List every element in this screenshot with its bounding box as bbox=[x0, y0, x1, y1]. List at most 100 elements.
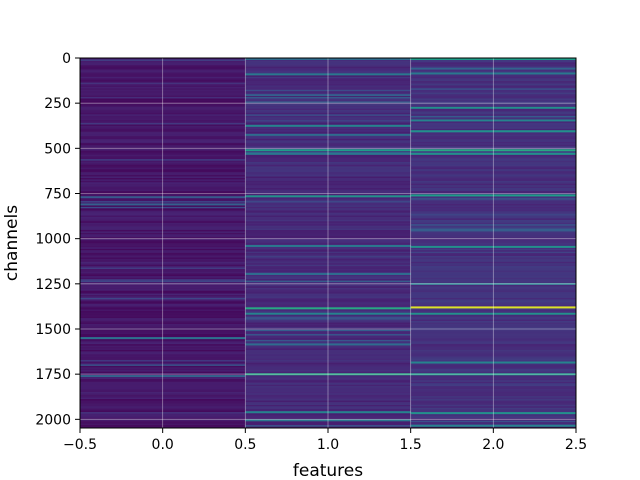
heatmap-cell bbox=[245, 302, 411, 305]
heatmap-cell bbox=[80, 310, 246, 313]
heatmap-cell bbox=[410, 396, 576, 398]
heatmap-cell bbox=[245, 227, 411, 229]
heatmap-cell bbox=[245, 384, 411, 387]
heatmap-cell bbox=[80, 189, 246, 192]
heatmap-cell bbox=[245, 97, 411, 99]
heatmap-cell bbox=[80, 232, 246, 235]
heatmap-cell bbox=[80, 267, 246, 270]
heatmap-cell bbox=[410, 383, 576, 385]
heatmap-cell bbox=[410, 253, 576, 255]
heatmap-cell bbox=[410, 190, 576, 193]
heatmap-cell bbox=[80, 225, 246, 228]
heatmap-highlight-row bbox=[245, 195, 411, 198]
heatmap-cell bbox=[80, 193, 246, 196]
heatmap-cell bbox=[410, 247, 576, 250]
heatmap-cell bbox=[245, 338, 411, 341]
heatmap-cell bbox=[80, 175, 246, 177]
heatmap-cell bbox=[245, 131, 411, 134]
heatmap-cell bbox=[410, 371, 576, 374]
heatmap-cell bbox=[245, 386, 411, 388]
heatmap-cell bbox=[245, 367, 411, 370]
heatmap-cell bbox=[80, 97, 246, 99]
heatmap-highlight-row bbox=[410, 312, 576, 315]
heatmap-cell bbox=[80, 384, 246, 387]
heatmap-cell bbox=[410, 196, 576, 199]
heatmap-cell bbox=[410, 319, 576, 322]
heatmap-cell bbox=[80, 362, 246, 365]
heatmap-cell bbox=[410, 321, 576, 323]
heatmap-cell bbox=[80, 209, 246, 212]
heatmap-cell bbox=[410, 63, 576, 66]
heatmap-cell bbox=[410, 397, 576, 400]
heatmap-cell bbox=[80, 306, 246, 309]
heatmap-cell bbox=[80, 250, 246, 252]
heatmap-cell bbox=[410, 88, 576, 91]
heatmap-cell bbox=[245, 141, 411, 144]
heatmap-cell bbox=[80, 403, 246, 406]
heatmap-cell bbox=[410, 354, 576, 357]
heatmap-cell bbox=[410, 240, 576, 242]
heatmap-cell bbox=[245, 323, 411, 326]
heatmap-cell bbox=[410, 305, 576, 307]
heatmap-cell bbox=[80, 150, 246, 153]
heatmap-cell bbox=[410, 172, 576, 174]
heatmap-cell bbox=[80, 321, 246, 323]
heatmap-cell bbox=[245, 78, 411, 80]
heatmap-cell bbox=[410, 241, 576, 244]
heatmap-cell bbox=[410, 140, 576, 143]
heatmap-cell bbox=[245, 290, 411, 293]
heatmap-cell bbox=[245, 322, 411, 325]
heatmap-cell bbox=[410, 380, 576, 383]
heatmap-cell bbox=[80, 111, 246, 114]
heatmap-cell bbox=[410, 368, 576, 371]
heatmap-cell bbox=[410, 297, 576, 300]
heatmap-cell bbox=[245, 347, 411, 349]
heatmap-cell bbox=[80, 114, 246, 117]
y-tick-label: 0 bbox=[62, 51, 71, 67]
heatmap-cell bbox=[410, 367, 576, 370]
heatmap-cell bbox=[410, 157, 576, 160]
heatmap-cell bbox=[80, 289, 246, 291]
heatmap-cell bbox=[410, 400, 576, 403]
heatmap-cell bbox=[80, 118, 246, 121]
heatmap-cell bbox=[80, 352, 246, 355]
heatmap-cell bbox=[80, 151, 246, 154]
heatmap-cell bbox=[410, 284, 576, 287]
heatmap-cell bbox=[80, 412, 246, 414]
heatmap-cell bbox=[245, 68, 411, 70]
heatmap-cell bbox=[245, 355, 411, 358]
heatmap-cell bbox=[410, 203, 576, 206]
heatmap-cell bbox=[80, 102, 246, 105]
heatmap-cell bbox=[80, 128, 246, 131]
heatmap-highlight-row bbox=[80, 196, 246, 199]
y-tick-label: 250 bbox=[44, 96, 71, 112]
heatmap-cell bbox=[410, 364, 576, 367]
heatmap-highlight-row bbox=[245, 133, 411, 136]
heatmap-cell bbox=[245, 357, 411, 359]
heatmap-highlight-row bbox=[410, 152, 576, 155]
heatmap-cell bbox=[410, 315, 576, 318]
heatmap-cell bbox=[410, 338, 576, 341]
heatmap-cell bbox=[80, 136, 246, 138]
heatmap-cell bbox=[410, 128, 576, 131]
heatmap-cell bbox=[410, 66, 576, 69]
heatmap-highlight-row bbox=[245, 343, 411, 346]
heatmap-cell bbox=[410, 248, 576, 251]
heatmap-cell bbox=[80, 108, 246, 111]
heatmap-cell bbox=[245, 172, 411, 174]
heatmap-highlight-row bbox=[410, 106, 576, 109]
heatmap-cell bbox=[80, 140, 246, 143]
heatmap-cell bbox=[410, 167, 576, 170]
heatmap-cell bbox=[80, 322, 246, 325]
heatmap-cell bbox=[245, 264, 411, 267]
heatmap-cell bbox=[245, 89, 411, 92]
heatmap-highlight-row bbox=[245, 73, 411, 76]
heatmap-cell bbox=[80, 257, 246, 260]
heatmap-cell bbox=[245, 316, 411, 319]
heatmap-cell bbox=[410, 310, 576, 313]
heatmap-cell bbox=[80, 134, 246, 137]
heatmap-cell bbox=[80, 192, 246, 195]
heatmap-cell bbox=[410, 409, 576, 411]
heatmap-cell bbox=[80, 188, 246, 190]
heatmap-cell bbox=[80, 416, 246, 419]
